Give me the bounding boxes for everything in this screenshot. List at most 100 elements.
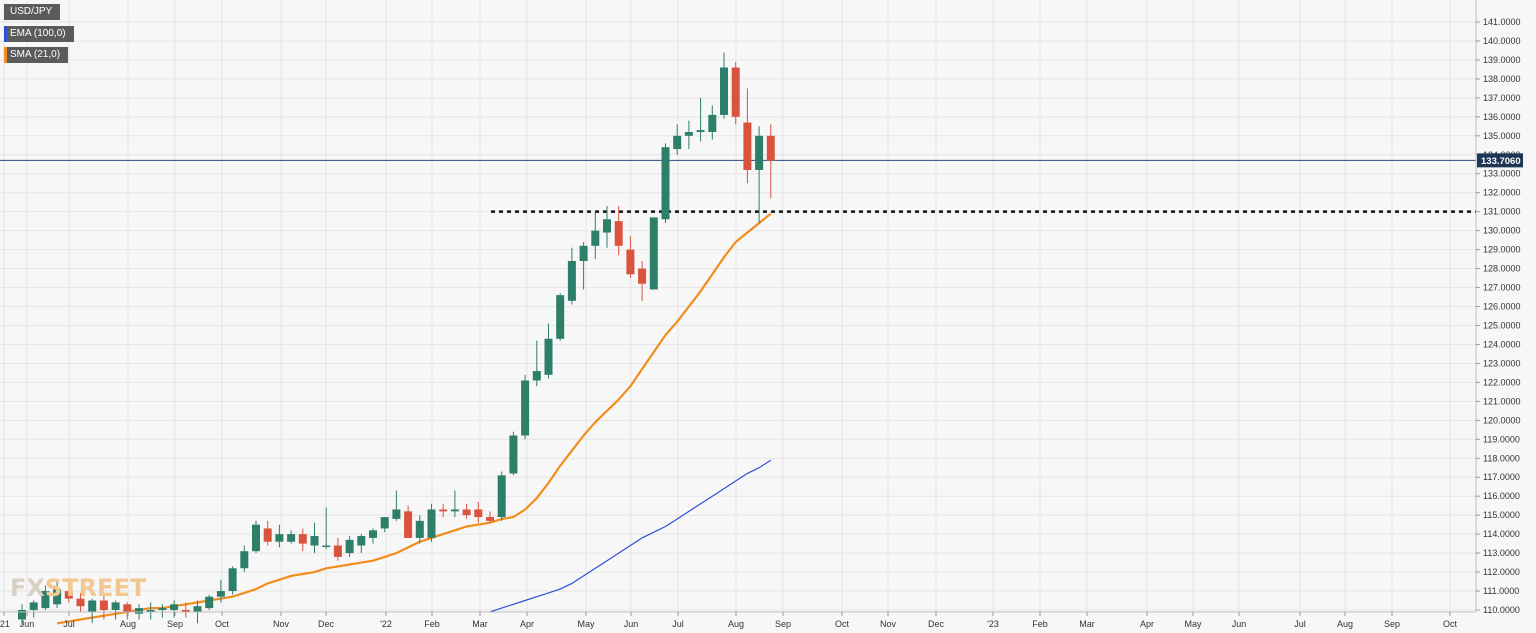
candle-body [345,539,354,554]
price-tick-label: 111.0000 [1483,586,1519,596]
candle [743,88,752,184]
candle-body [579,245,588,261]
candle-body [99,600,108,610]
time-tick-label: Jul [1294,619,1306,629]
candle-body [450,509,459,512]
candle-body [18,610,26,620]
legend-symbol[interactable]: USD/JPY [4,4,61,20]
candle-body [509,435,518,474]
candle [357,534,366,554]
price-tick-label: 123.0000 [1483,358,1521,368]
candle [439,503,448,518]
candle-body [532,371,541,381]
candle-body [673,135,682,150]
candle-body [357,536,366,546]
candle [415,515,424,544]
candle [731,61,740,125]
price-tick-label: 114.0000 [1483,529,1520,539]
legend-ema[interactable]: EMA (100,0) [4,26,74,42]
candle-body [252,524,260,552]
price-tick-label: 113.0000 [1483,548,1520,558]
candle-body [392,509,401,519]
candle [626,236,635,279]
time-tick-label: Sep [1384,619,1400,629]
time-tick-label: Aug [120,619,136,629]
candle-body [298,534,307,544]
candle [649,217,658,290]
candle [755,126,764,224]
candle-body [275,534,284,542]
candle-body [497,475,506,518]
time-tick-label: Aug [1337,619,1353,629]
candle-body [76,598,85,607]
candle-body [41,591,50,609]
candle-body [591,230,600,246]
candle-body [193,606,202,612]
candle [263,520,272,546]
candle [509,431,518,476]
candle [76,592,85,612]
candle-body [567,260,576,301]
legend-sma[interactable]: SMA (21,0) [4,47,69,63]
price-tick-label: 119.0000 [1483,434,1520,444]
candle [427,503,436,542]
time-tick-label: Sep [775,619,791,629]
price-tick-label: 121.0000 [1483,396,1521,406]
candle [766,124,775,199]
candle-body [333,545,342,557]
price-tick-label: 122.0000 [1483,377,1521,387]
time-tick-label: Mar [472,619,488,629]
candle-body [146,610,155,612]
candle-body [474,509,483,518]
price-tick-label: 129.0000 [1483,245,1521,255]
price-tick-label: 131.0000 [1483,207,1521,217]
price-axis-bg [1476,0,1536,633]
candle-body [696,130,705,133]
time-tick-label: '23 [987,619,999,629]
candle-body [743,122,752,170]
candle [708,105,717,140]
candle [29,600,38,618]
candle [345,536,354,557]
price-tick-label: 133.0000 [1483,169,1521,179]
candle [181,602,190,618]
time-tick-label: Jun [1232,619,1247,629]
candle [673,124,682,155]
time-tick-label: Nov [273,619,290,629]
candle [684,120,693,150]
chart-grid [0,0,1476,612]
time-tick-label: Aug [728,619,744,629]
current-price-label: 133.7060 [1477,153,1523,168]
candle-body [415,520,424,538]
time-axis[interactable]: '21 Jun Jul Aug Sep Oct Nov Dec '22 Feb Mar Apr May J… [0,611,1476,629]
price-tick-label: 141.0000 [1483,17,1521,27]
price-tick-label: 112.0000 [1483,567,1520,577]
time-tick-label: '21 [0,619,10,629]
candle-body [462,509,471,516]
watermark-part1: FX [10,574,45,602]
time-tick-label: Feb [424,619,440,629]
candle [579,242,588,290]
candle [333,537,342,561]
candle [591,211,600,260]
candles [18,52,775,626]
current-price-label-bg [1477,153,1523,168]
candle [123,602,132,620]
ema-series [489,459,772,613]
candle-body [228,568,237,592]
price-axis[interactable]: 110.0000 111.0000 112.0000 113.0000 114.0000… [1475,0,1536,633]
candle [53,581,62,609]
price-tick-label: 140.0000 [1483,36,1521,46]
time-tick-label: Dec [318,619,335,629]
candle [99,592,108,620]
fxstreet-watermark-logo: FXSTREET [10,574,146,602]
time-tick-label: May [1184,619,1202,629]
candle [497,471,506,521]
candle [275,524,284,548]
candle [369,528,377,544]
candle [532,340,541,387]
price-tick-label: 118.0000 [1483,453,1520,463]
candle [111,600,120,620]
candle [252,520,260,554]
